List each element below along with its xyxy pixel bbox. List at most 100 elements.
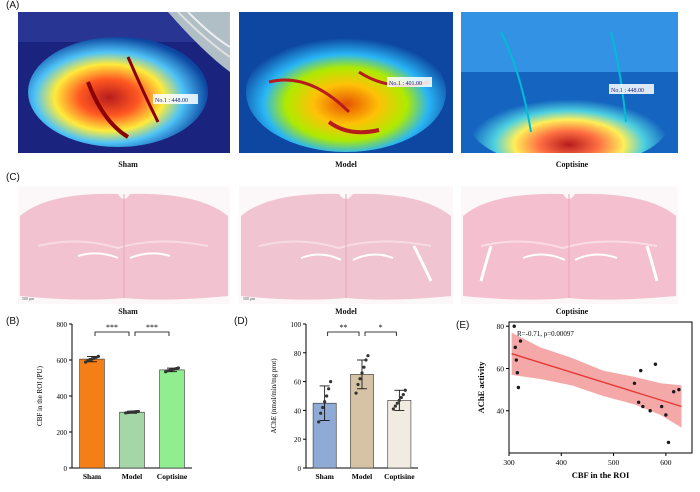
speckle-image-model: No.1 : 401.00 (239, 12, 453, 153)
roi-label: No.1 : 448.00 (611, 88, 644, 94)
x-tick-label: Coptisine (157, 472, 188, 481)
data-point (325, 394, 329, 398)
chart-ache-bar: 0 20 40 60 80 100 AChE (nmol/min/mg prot) Sham M… (270, 321, 418, 481)
data-point (512, 324, 516, 328)
x-tick-label: 500 (608, 458, 620, 467)
y-tick-label: 0 (298, 465, 302, 473)
y-tick-label: 80 (294, 350, 302, 358)
caption-model: Model (335, 307, 357, 316)
data-point (514, 358, 519, 362)
panel-label-b: (B) (6, 316, 20, 327)
data-point (362, 365, 366, 369)
data-point (356, 382, 360, 387)
data-point (666, 440, 671, 445)
y-tick-label: 20 (294, 436, 302, 444)
scale-bar-label: 500 μm (243, 296, 256, 301)
significance-label: * (379, 323, 383, 332)
y-tick-label: 40 (497, 407, 505, 416)
roi-label: No.1 : 401.00 (389, 81, 422, 87)
data-point (636, 400, 641, 404)
caption-sham: Sham (118, 307, 138, 316)
correlation-annotation: R=-0.71, p=0.00097 (517, 330, 574, 338)
x-tick-label: 300 (503, 458, 515, 467)
caption-model: Model (335, 160, 357, 169)
significance-bracket (134, 331, 170, 336)
data-point (672, 390, 676, 394)
brain-section-model: 500 μm (239, 186, 453, 304)
data-point (96, 354, 100, 358)
caption-coptisine: Coptisine (555, 307, 589, 316)
data-point (401, 392, 405, 397)
significance-label: ** (339, 323, 347, 332)
panel-label-a: (A) (6, 0, 20, 11)
y-tick-label: 200 (57, 429, 68, 437)
data-point (366, 354, 370, 358)
x-tick-label: Coptisine (384, 472, 415, 481)
data-point (319, 411, 323, 415)
y-axis-label: AChE (nmol/min/mg prot) (270, 358, 278, 434)
brain-section-sham: 500 μm (18, 186, 230, 304)
data-point (176, 366, 180, 370)
data-point (393, 404, 397, 408)
chart-cbf-bar: 0 200 400 600 800 CBF in the ROI (PU) Sham Mode… (36, 321, 192, 481)
x-tick-label: Model (122, 472, 142, 481)
data-point (399, 395, 403, 400)
data-point (358, 377, 362, 381)
data-point (403, 388, 407, 392)
data-point (321, 405, 325, 410)
data-point (664, 413, 668, 417)
data-point (648, 409, 652, 413)
panel-label-e: (E) (456, 320, 470, 331)
data-point (327, 387, 331, 391)
scale-bar-label: 500 μm (22, 296, 35, 301)
y-tick-label: 40 (294, 407, 302, 415)
y-tick-label: 0 (64, 465, 68, 473)
caption-coptisine: Coptisine (555, 160, 589, 169)
significance-bracket (94, 331, 130, 336)
x-tick-label: 600 (660, 458, 672, 467)
bar-model (119, 411, 145, 469)
data-point (364, 358, 368, 362)
data-point (659, 404, 664, 409)
data-point (641, 404, 645, 409)
bar-coptisine (159, 369, 185, 469)
y-tick-label: 800 (57, 321, 68, 329)
data-point (639, 368, 643, 373)
y-tick-label: 80 (497, 322, 505, 331)
bar-sham (79, 358, 105, 469)
caption-sham: Sham (118, 160, 138, 169)
y-tick-label: 100 (291, 321, 302, 329)
roi-label: No.1 : 448.00 (155, 98, 188, 104)
regression-line (511, 353, 682, 408)
data-point (354, 391, 358, 395)
speckle-image-sham: No.1 : 448.00 (18, 12, 230, 153)
x-tick-label: Model (352, 472, 372, 481)
data-point (518, 339, 523, 343)
y-axis-label: AChE activity (476, 361, 486, 413)
data-point (317, 420, 321, 424)
data-point (395, 401, 399, 405)
brain-section-coptisine (461, 186, 678, 304)
y-tick-label: 600 (57, 357, 68, 365)
y-axis-label: CBF in the ROI (PU) (36, 365, 44, 426)
data-point (397, 398, 401, 402)
y-tick-label: 60 (294, 379, 302, 387)
data-point (516, 385, 521, 390)
x-tick-label: 400 (556, 458, 568, 467)
x-tick-label: Sham (315, 472, 334, 481)
panel-label-d: (D) (234, 316, 248, 327)
y-tick-label: 400 (57, 393, 68, 401)
significance-label: *** (106, 323, 118, 332)
data-point (329, 380, 333, 384)
data-point (391, 407, 395, 411)
data-point (677, 387, 681, 392)
data-point (360, 371, 364, 375)
data-point (513, 345, 517, 350)
data-point (632, 381, 637, 385)
significance-label: *** (146, 323, 158, 332)
x-axis-label: CBF in the ROI (572, 470, 630, 480)
data-point (653, 362, 658, 366)
y-tick-label: 60 (497, 364, 505, 373)
chart-correlation-scatter: 300 400 500 600 40 60 80 CBF in the ROI AChE act… (476, 321, 693, 480)
panel-label-c: (C) (6, 172, 20, 183)
